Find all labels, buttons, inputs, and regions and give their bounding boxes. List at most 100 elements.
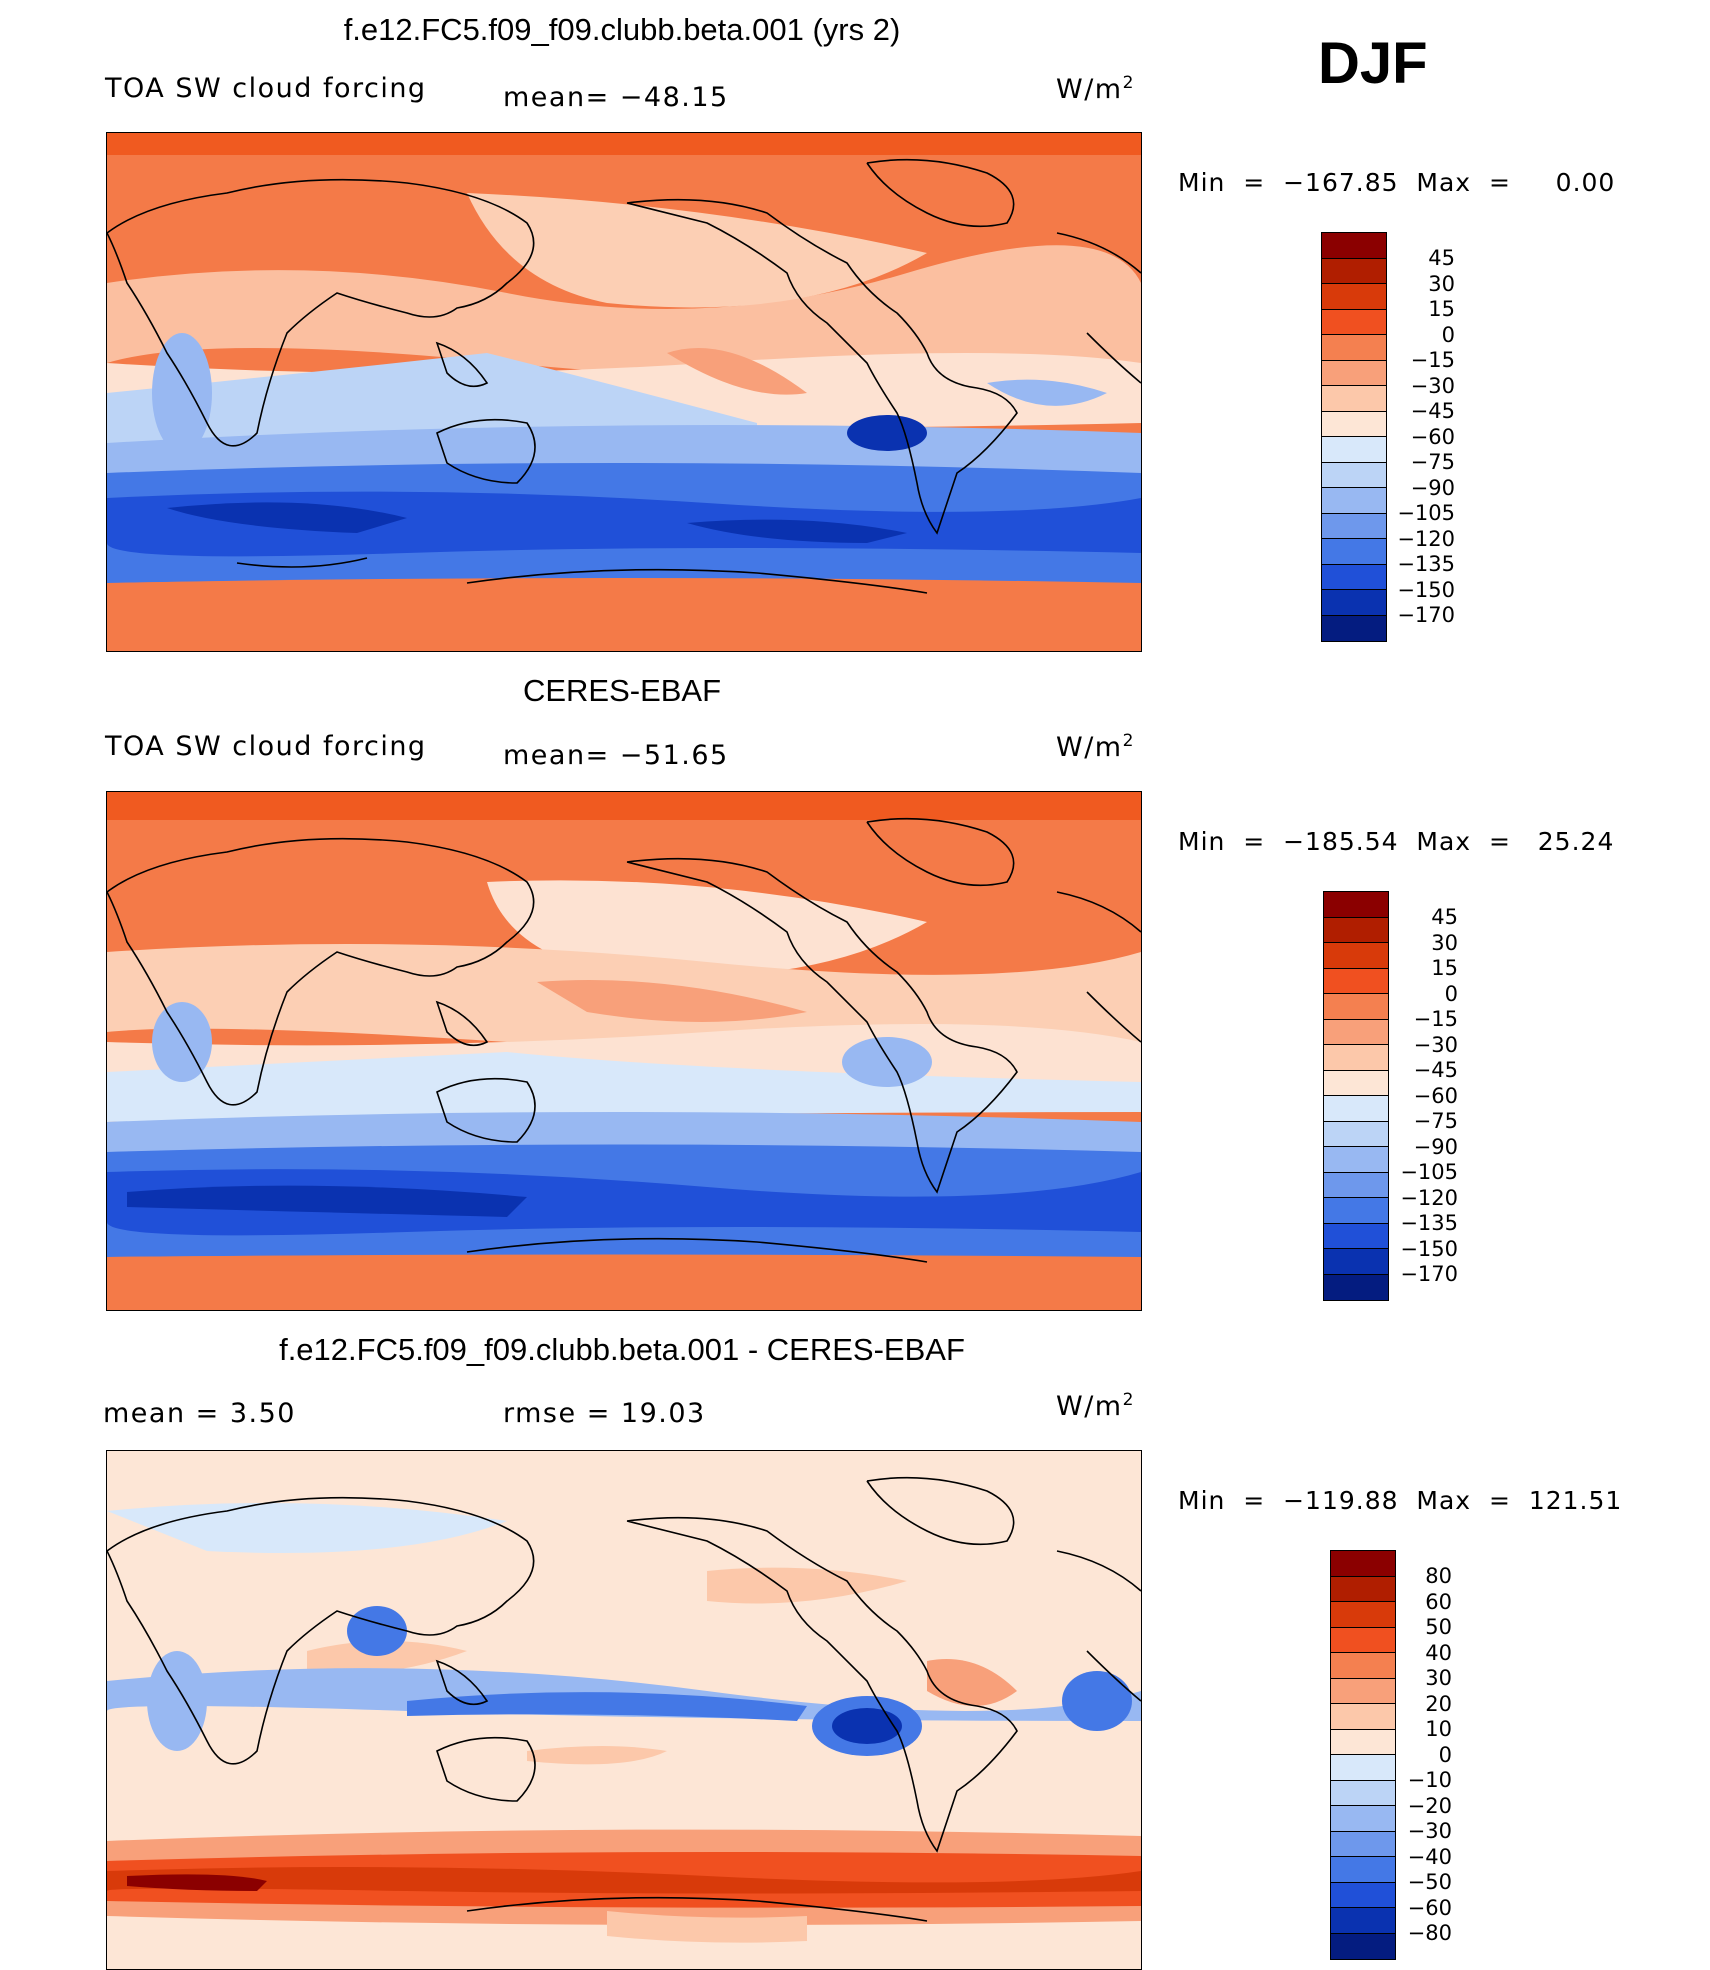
- colorbar-level-label: 60: [1425, 1589, 1452, 1614]
- panel-3-colorbar: [1330, 1550, 1396, 1960]
- colorbar-cell: [1331, 1551, 1395, 1577]
- colorbar-cell: [1324, 1019, 1388, 1045]
- colorbar-cell: [1322, 590, 1386, 616]
- colorbar-cell: [1331, 1857, 1395, 1883]
- colorbar-level-label: −135: [1400, 1211, 1458, 1235]
- panel-1-units: W/m2: [1056, 73, 1135, 105]
- colorbar-level-label: −80: [1407, 1921, 1452, 1945]
- colorbar-level-label: 0: [1444, 981, 1458, 1006]
- colorbar-level-label: −60: [1410, 424, 1455, 449]
- panel-3-colorbar-labels: 80 60 50 40 30 20 10 0 −10 −20 −30 −40 −50 −60 −80: [1404, 1564, 1452, 1947]
- colorbar-level-label: −105: [1400, 1160, 1458, 1184]
- colorbar-cell: [1324, 1147, 1388, 1173]
- panel-2-map: [106, 791, 1142, 1311]
- colorbar-level-label: −30: [1413, 1032, 1458, 1057]
- colorbar-cell: [1322, 564, 1386, 590]
- colorbar-level-label: −120: [1400, 1185, 1458, 1210]
- colorbar-cell: [1322, 539, 1386, 565]
- colorbar-level-label: 30: [1431, 930, 1458, 955]
- panel-1-mean-label: mean= −48.15: [503, 82, 729, 113]
- panel-3-mean-label: mean = 3.50: [103, 1398, 296, 1429]
- panel-3-map: [106, 1450, 1142, 1970]
- colorbar-level-label: −135: [1397, 552, 1455, 576]
- colorbar-level-label: 0: [1438, 1742, 1452, 1767]
- colorbar-cell: [1331, 1653, 1395, 1679]
- colorbar-level-label: −170: [1400, 1262, 1458, 1286]
- panel-1-title: f.e12.FC5.f09_f09.clubb.beta.001 (yrs 2): [343, 12, 901, 47]
- colorbar-level-label: −60: [1407, 1895, 1452, 1920]
- colorbar-cell: [1331, 1780, 1395, 1806]
- panel-3-title: f.e12.FC5.f09_f09.clubb.beta.001 - CERES…: [279, 1332, 965, 1367]
- colorbar-cell: [1322, 386, 1386, 412]
- colorbar-cell: [1324, 917, 1388, 943]
- colorbar-level-label: 40: [1425, 1640, 1452, 1665]
- colorbar-level-label: 80: [1425, 1564, 1452, 1588]
- colorbar-cell: [1322, 284, 1386, 310]
- colorbar-cell: [1331, 1882, 1395, 1908]
- colorbar-cell: [1331, 1678, 1395, 1704]
- colorbar-cell: [1322, 488, 1386, 514]
- colorbar-cell: [1322, 233, 1386, 259]
- colorbar-cell: [1322, 335, 1386, 361]
- colorbar-cell: [1331, 1704, 1395, 1730]
- colorbar-level-label: 45: [1431, 905, 1458, 929]
- colorbar-level-label: 30: [1428, 271, 1455, 296]
- panel-2-minmax: Min = −185.54 Max = 25.24: [1178, 827, 1615, 856]
- colorbar-cell: [1324, 943, 1388, 969]
- panel-2-title: CERES-EBAF: [522, 673, 722, 708]
- colorbar-level-label: −170: [1397, 603, 1455, 627]
- colorbar-level-label: −60: [1413, 1083, 1458, 1108]
- panel-2-colorbar: [1323, 891, 1389, 1301]
- colorbar-cell: [1331, 1602, 1395, 1628]
- colorbar-level-label: −150: [1397, 577, 1455, 602]
- colorbar-cell: [1324, 1249, 1388, 1275]
- colorbar-level-label: −150: [1400, 1236, 1458, 1261]
- colorbar-level-label: −50: [1407, 1870, 1452, 1894]
- panel-1-colorbar-labels: 45 30 15 0 −15 −30 −45 −60 −75 −90 −105 −120 −135 −15…: [1395, 246, 1455, 629]
- colorbar-cell: [1324, 1045, 1388, 1071]
- colorbar-level-label: −90: [1410, 475, 1455, 500]
- colorbar-level-label: −105: [1397, 501, 1455, 525]
- colorbar-cell: [1324, 1172, 1388, 1198]
- panel-2-mean-label: mean= −51.65: [503, 740, 729, 771]
- colorbar-level-label: −75: [1413, 1109, 1458, 1133]
- colorbar-level-label: −120: [1397, 526, 1455, 551]
- colorbar-level-label: −10: [1407, 1768, 1452, 1792]
- colorbar-cell: [1324, 1198, 1388, 1224]
- colorbar-cell: [1324, 1274, 1388, 1300]
- colorbar-level-label: −40: [1407, 1844, 1452, 1869]
- panel-1-map: [106, 132, 1142, 652]
- colorbar-cell: [1331, 1831, 1395, 1857]
- colorbar-cell: [1322, 437, 1386, 463]
- colorbar-level-label: −15: [1410, 348, 1455, 372]
- colorbar-cell: [1331, 1908, 1395, 1934]
- season-label: DJF: [1318, 31, 1428, 96]
- colorbar-cell: [1322, 615, 1386, 641]
- colorbar-cell: [1322, 309, 1386, 335]
- panel-2-colorbar-labels: 45 30 15 0 −15 −30 −45 −60 −75 −90 −105 −120 −135 −15…: [1398, 905, 1458, 1288]
- panel-1-colorbar: [1321, 232, 1387, 642]
- colorbar-cell: [1324, 968, 1388, 994]
- colorbar-level-label: 20: [1425, 1691, 1452, 1716]
- colorbar-level-label: −30: [1407, 1819, 1452, 1843]
- colorbar-cell: [1322, 462, 1386, 488]
- panel-3-units: W/m2: [1056, 1390, 1135, 1422]
- colorbar-cell: [1322, 360, 1386, 386]
- colorbar-level-label: −15: [1413, 1007, 1458, 1031]
- colorbar-cell: [1331, 1806, 1395, 1832]
- colorbar-level-label: 50: [1425, 1615, 1452, 1639]
- colorbar-cell: [1322, 258, 1386, 284]
- colorbar-level-label: 45: [1428, 246, 1455, 270]
- colorbar-cell: [1324, 1096, 1388, 1122]
- colorbar-cell: [1331, 1627, 1395, 1653]
- colorbar-cell: [1331, 1729, 1395, 1755]
- colorbar-level-label: 0: [1441, 322, 1455, 347]
- colorbar-cell: [1331, 1576, 1395, 1602]
- colorbar-cell: [1324, 994, 1388, 1020]
- colorbar-level-label: −75: [1410, 450, 1455, 474]
- panel-1-minmax: Min = −167.85 Max = 0.00: [1178, 168, 1616, 197]
- colorbar-level-label: 10: [1425, 1717, 1452, 1741]
- colorbar-level-label: 15: [1431, 956, 1458, 980]
- colorbar-level-label: −45: [1413, 1058, 1458, 1082]
- colorbar-level-label: −30: [1410, 373, 1455, 398]
